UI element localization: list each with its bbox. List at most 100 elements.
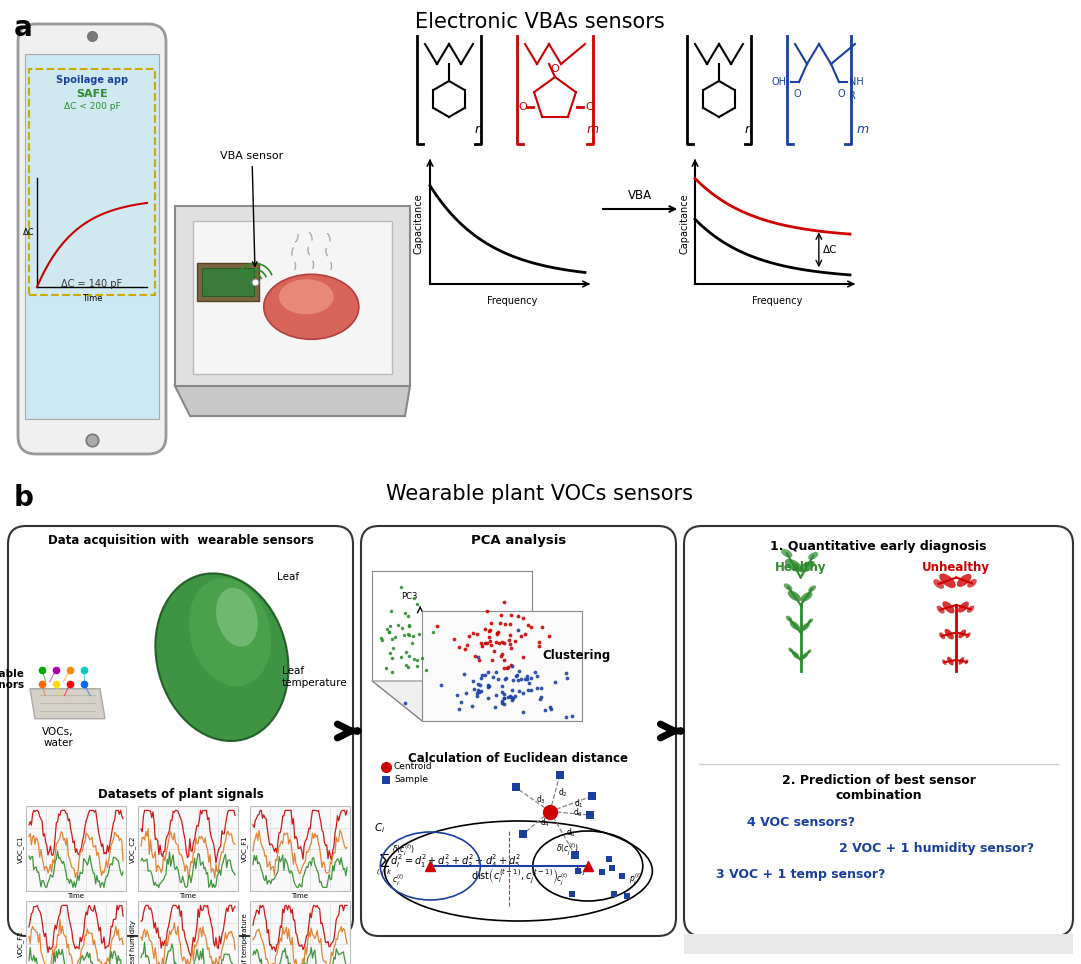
- Text: 2 VOC + 1 humidity sensor?: 2 VOC + 1 humidity sensor?: [839, 842, 1035, 855]
- Ellipse shape: [785, 559, 802, 572]
- Text: VBA sensor: VBA sensor: [221, 151, 283, 266]
- Text: Time: Time: [292, 894, 308, 899]
- Text: Leaf temperature: Leaf temperature: [242, 914, 248, 964]
- Bar: [202, 267, 254, 296]
- Ellipse shape: [189, 578, 271, 686]
- Ellipse shape: [799, 561, 815, 573]
- Bar: [586, 811, 593, 819]
- Text: n: n: [475, 123, 483, 136]
- Text: SAFE: SAFE: [76, 89, 108, 98]
- Text: $\sum_{i,j,k}d_i^2=d_1^2+d_2^2+d_3^2+d_4^2+d_5^2$: $\sum_{i,j,k}d_i^2=d_1^2+d_2^2+d_3^2+d_4…: [376, 851, 521, 877]
- Bar: [619, 873, 625, 879]
- Text: d$_3$: d$_3$: [536, 793, 546, 806]
- Bar: [29, 68, 155, 295]
- Text: a: a: [14, 14, 32, 42]
- Text: m: m: [587, 123, 599, 136]
- Text: $c_i^{(t)}$: $c_i^{(t)}$: [392, 872, 405, 888]
- Text: O: O: [837, 89, 845, 99]
- Text: Time: Time: [179, 894, 197, 899]
- Ellipse shape: [957, 574, 972, 587]
- Bar: [197, 262, 259, 301]
- Text: m: m: [857, 123, 869, 136]
- Ellipse shape: [947, 656, 953, 665]
- Polygon shape: [175, 206, 410, 386]
- Text: d$_1$: d$_1$: [574, 797, 584, 810]
- Ellipse shape: [809, 585, 816, 592]
- Text: $\delta(c_i^{(t)})$: $\delta(c_i^{(t)})$: [392, 842, 415, 858]
- Text: Electronic VBAs sensors: Electronic VBAs sensors: [415, 12, 665, 32]
- Text: Leaf humidity: Leaf humidity: [130, 920, 136, 964]
- Ellipse shape: [945, 629, 953, 639]
- Text: Wearable plant VOCs sensors: Wearable plant VOCs sensors: [387, 484, 694, 504]
- Text: Datasets of plant signals: Datasets of plant signals: [97, 789, 264, 801]
- Text: d$_2$: d$_2$: [558, 787, 568, 799]
- Ellipse shape: [965, 632, 971, 638]
- Text: VOC_F1: VOC_F1: [241, 836, 248, 862]
- Text: Leaf: Leaf: [277, 573, 299, 582]
- Text: VOCs,
water: VOCs, water: [42, 727, 74, 748]
- Text: n: n: [745, 123, 752, 136]
- Polygon shape: [30, 688, 105, 719]
- Text: d$_4$: d$_4$: [539, 817, 549, 829]
- Ellipse shape: [959, 629, 966, 638]
- Ellipse shape: [939, 574, 956, 588]
- Text: ΔC = 140 pF: ΔC = 140 pF: [62, 279, 122, 289]
- Text: Time: Time: [82, 294, 103, 303]
- Bar: [571, 851, 579, 859]
- Text: Centroid: Centroid: [393, 762, 432, 771]
- Ellipse shape: [216, 588, 257, 647]
- Bar: [575, 869, 580, 874]
- Ellipse shape: [809, 552, 818, 560]
- Ellipse shape: [802, 653, 809, 659]
- Text: Clustering: Clustering: [543, 649, 611, 661]
- Text: Frequency: Frequency: [752, 296, 803, 306]
- Ellipse shape: [958, 602, 969, 613]
- Bar: [588, 792, 597, 800]
- Text: VBA: VBA: [628, 189, 652, 202]
- Text: VOC_C1: VOC_C1: [17, 835, 24, 863]
- Ellipse shape: [156, 574, 289, 741]
- Text: R: R: [849, 91, 856, 101]
- Text: ΔC: ΔC: [823, 245, 838, 254]
- Text: Calculation of Euclidean distance: Calculation of Euclidean distance: [409, 752, 628, 764]
- Text: Healthy: Healthy: [775, 561, 827, 574]
- Text: VOC_C2: VOC_C2: [130, 835, 136, 863]
- Ellipse shape: [943, 602, 955, 613]
- Text: Leaf
temperature: Leaf temperature: [282, 666, 347, 688]
- Ellipse shape: [933, 579, 944, 589]
- Text: VOC_F2: VOC_F2: [17, 930, 24, 957]
- Bar: [25, 54, 159, 419]
- Text: 4 VOC sensors?: 4 VOC sensors?: [747, 816, 855, 829]
- Bar: [610, 865, 615, 870]
- Text: $c_j^{(t)}$: $c_j^{(t)}$: [557, 872, 569, 889]
- Text: O: O: [793, 89, 801, 99]
- Bar: [511, 784, 520, 791]
- Text: Frequency: Frequency: [488, 296, 537, 306]
- Bar: [606, 856, 612, 862]
- Polygon shape: [193, 221, 392, 374]
- Ellipse shape: [939, 632, 945, 639]
- Text: Sample: Sample: [393, 775, 428, 784]
- Text: 3 VOC + 1 temp sensor?: 3 VOC + 1 temp sensor?: [716, 868, 885, 881]
- Text: b: b: [14, 484, 34, 512]
- Ellipse shape: [801, 623, 810, 630]
- Ellipse shape: [788, 591, 801, 602]
- Text: PCA analysis: PCA analysis: [471, 534, 566, 547]
- Bar: [519, 830, 528, 838]
- Ellipse shape: [943, 659, 947, 665]
- Polygon shape: [372, 681, 583, 721]
- Text: O: O: [585, 102, 593, 112]
- Bar: [250, 901, 350, 964]
- Ellipse shape: [808, 619, 813, 624]
- Bar: [569, 891, 575, 897]
- Ellipse shape: [786, 616, 792, 622]
- Ellipse shape: [792, 651, 800, 659]
- Text: Data acquisition with  wearable sensors: Data acquisition with wearable sensors: [48, 534, 313, 547]
- Bar: [611, 892, 617, 897]
- Ellipse shape: [780, 549, 792, 557]
- Text: OH: OH: [772, 77, 787, 87]
- Bar: [138, 901, 238, 964]
- FancyBboxPatch shape: [684, 526, 1073, 936]
- FancyBboxPatch shape: [8, 526, 353, 936]
- Text: Capacitance: Capacitance: [414, 194, 424, 254]
